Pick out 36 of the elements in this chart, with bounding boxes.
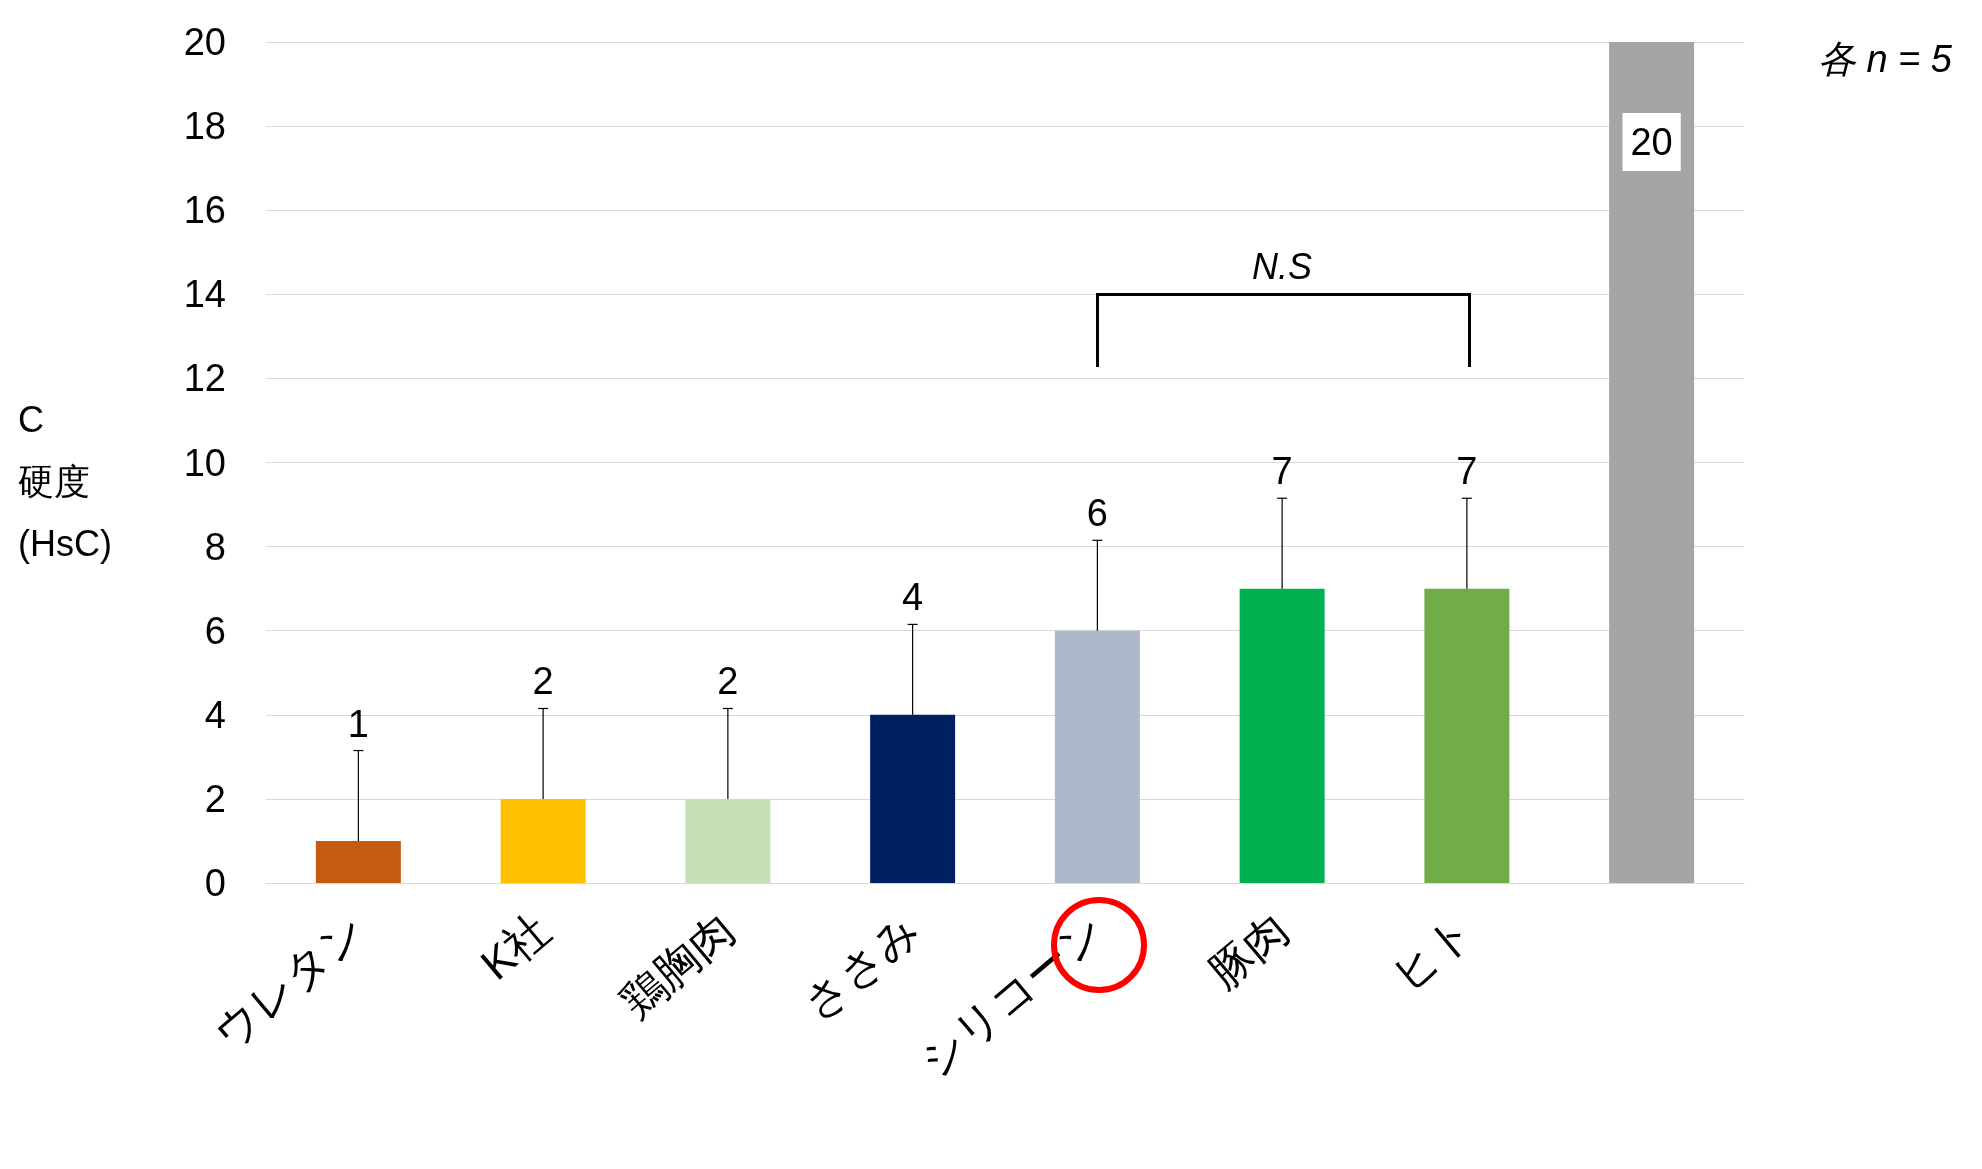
y-axis-title: C 硬度 (HsC): [18, 398, 112, 564]
bar: [1609, 42, 1695, 883]
bar: [1424, 588, 1510, 883]
y-tick-label: 16: [183, 189, 226, 232]
y-tick-label: 0: [204, 862, 226, 904]
bar: [1239, 588, 1325, 883]
data-label: 4: [902, 576, 924, 619]
text: 各 n = 5: [1817, 38, 1953, 80]
bar: [315, 840, 401, 883]
y-tick-label: 20: [183, 21, 226, 63]
data-label: 2: [717, 660, 739, 703]
data-label: 1: [347, 702, 369, 745]
y-tick-label: 4: [204, 693, 226, 736]
x-tick-label: 鶏胸肉: [611, 904, 744, 1027]
x-tick-label: ウレタン: [204, 904, 375, 1058]
bar: [1054, 630, 1140, 883]
data-label: 20: [1630, 121, 1673, 163]
y-tick-label: 8: [204, 525, 226, 568]
y-tick-label: 2: [204, 777, 226, 820]
data-label: 7: [1271, 450, 1293, 493]
x-tick-label: ささみ: [793, 904, 929, 1029]
bar: [870, 714, 956, 883]
data-label: 7: [1456, 450, 1478, 493]
y-tick-label: 10: [183, 441, 226, 484]
y-tick-label: 14: [183, 273, 226, 316]
annotation: N.S: [1251, 246, 1314, 289]
data-label: 6: [1086, 492, 1108, 535]
y-tick-label: 6: [204, 609, 226, 652]
data-label: 2: [532, 660, 554, 703]
x-tick-label: ヒト: [1382, 904, 1483, 1000]
y-tick-label: 12: [183, 357, 226, 400]
x-tick-label: K社: [471, 904, 559, 989]
bar: [500, 798, 586, 883]
y-tick-label: 18: [183, 105, 226, 148]
bar: [685, 798, 771, 883]
x-tick-label: 豚肉: [1198, 904, 1298, 999]
